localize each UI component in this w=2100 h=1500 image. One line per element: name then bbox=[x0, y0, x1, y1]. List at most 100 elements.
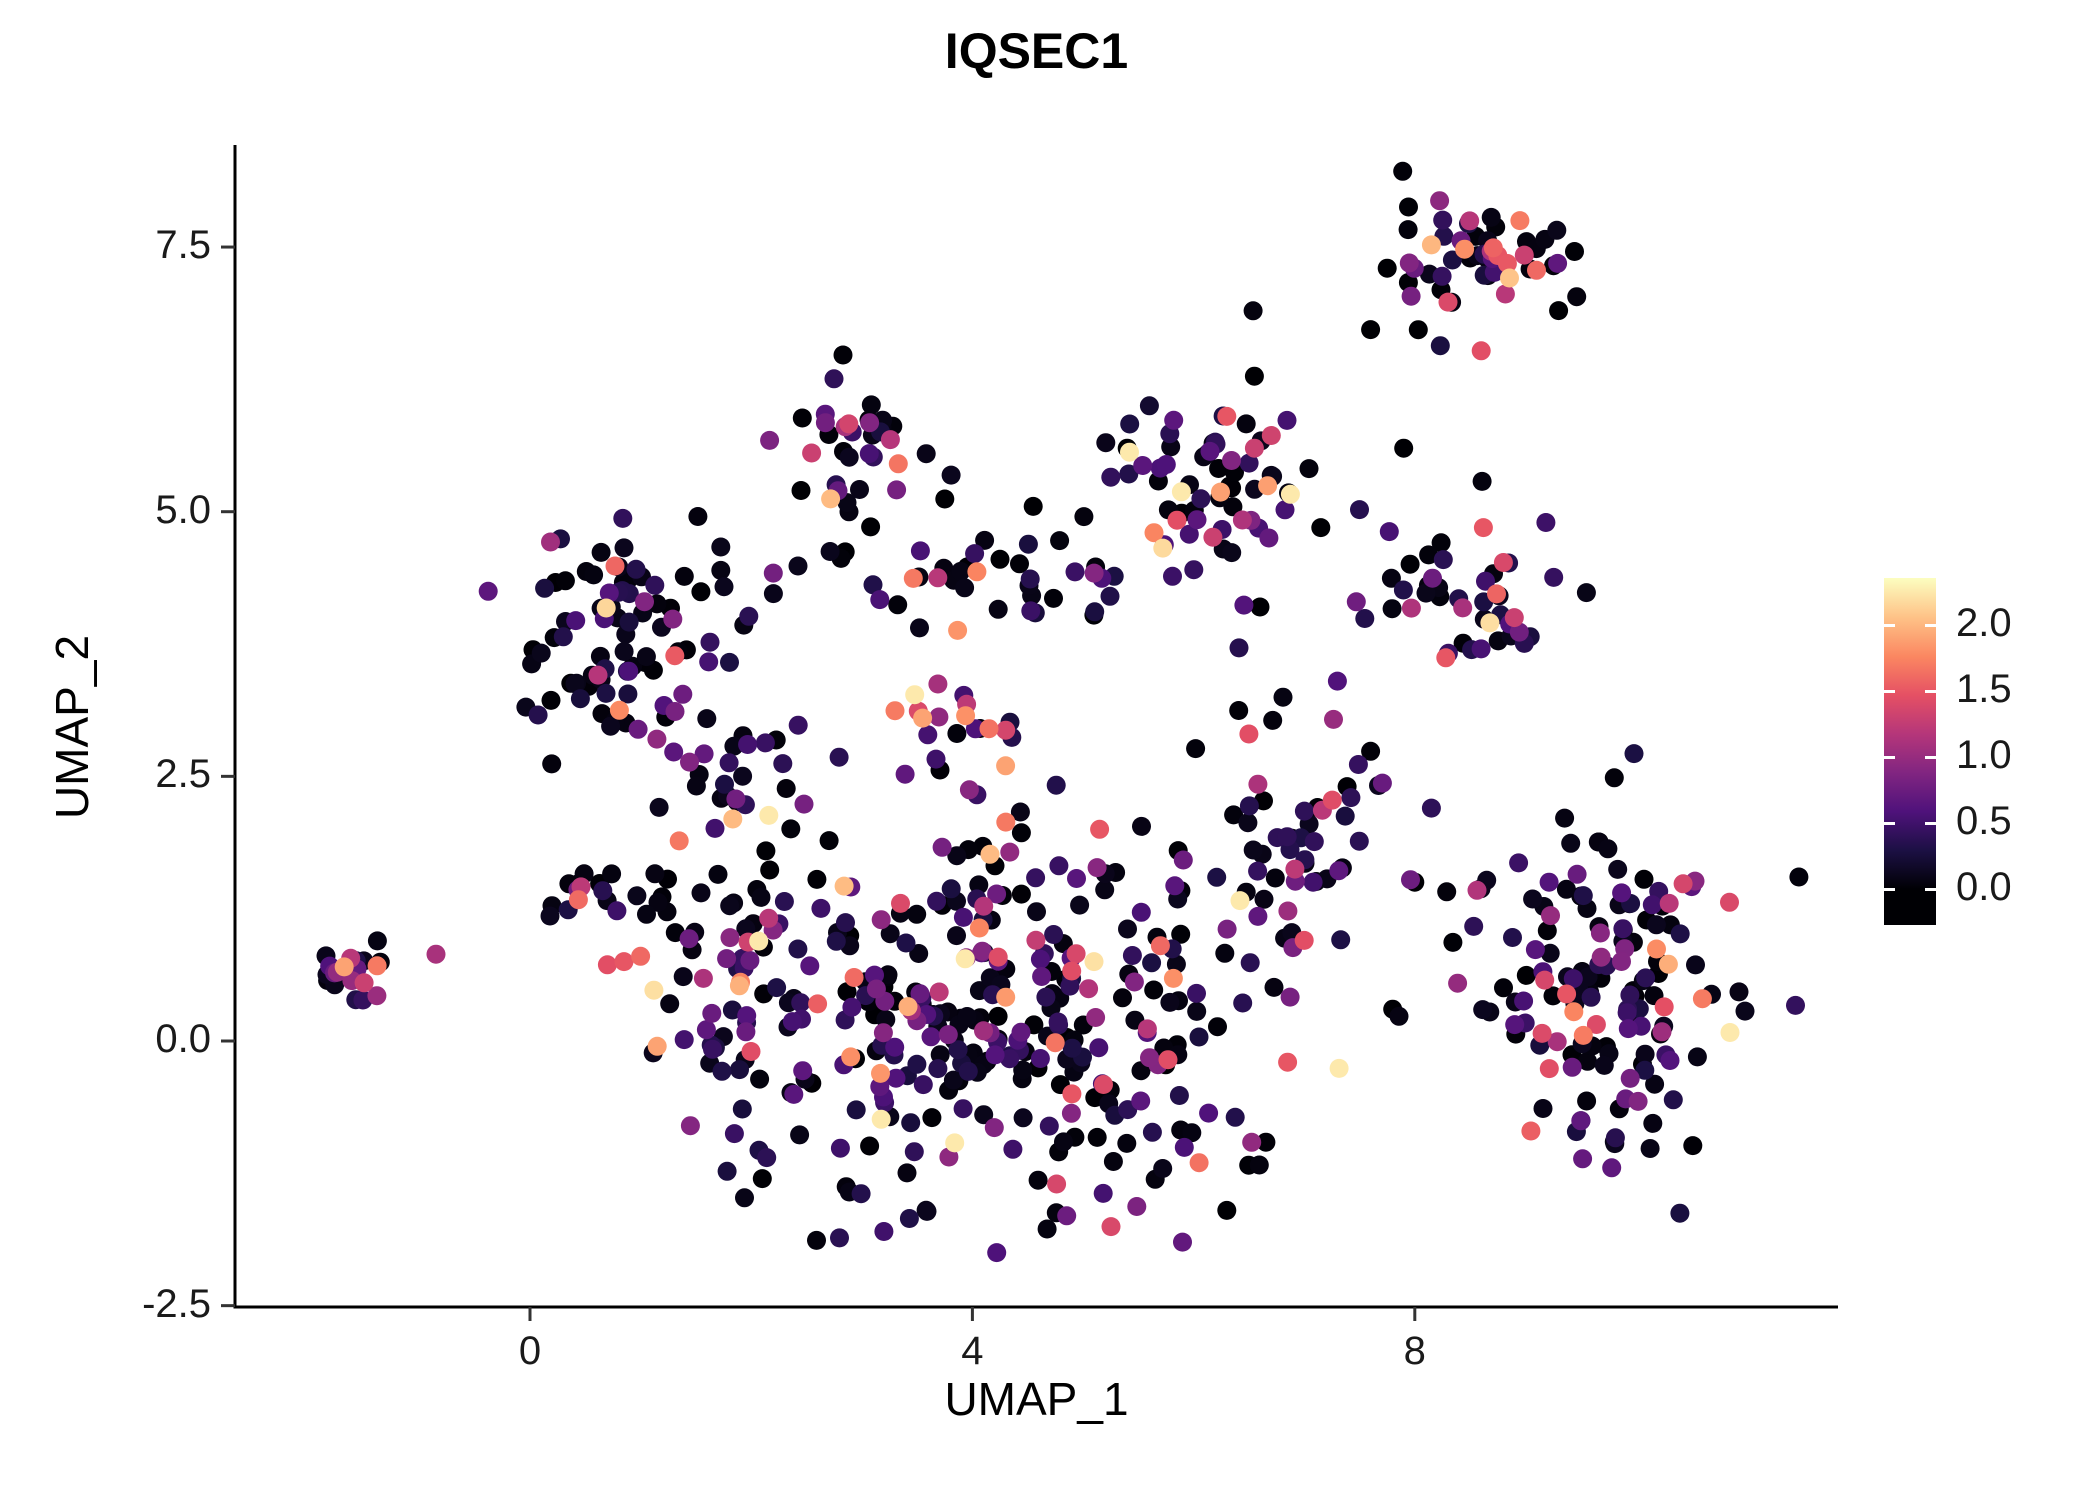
data-point bbox=[1028, 1170, 1048, 1190]
data-point bbox=[669, 831, 689, 851]
data-point bbox=[1516, 965, 1536, 985]
data-point bbox=[1050, 531, 1070, 551]
data-point bbox=[1591, 947, 1611, 967]
data-point bbox=[1222, 543, 1242, 563]
data-point bbox=[1187, 1001, 1207, 1021]
colorbar-tick-mark bbox=[1884, 755, 1895, 759]
data-point bbox=[1567, 287, 1587, 307]
data-point bbox=[553, 627, 573, 647]
data-point bbox=[1652, 1022, 1672, 1042]
data-point bbox=[737, 1006, 757, 1026]
data-point bbox=[1598, 839, 1618, 859]
data-point bbox=[1131, 1091, 1151, 1111]
data-point bbox=[739, 606, 759, 626]
data-point bbox=[528, 705, 548, 725]
data-point bbox=[726, 789, 746, 809]
data-point bbox=[1322, 790, 1342, 810]
data-point bbox=[871, 910, 891, 930]
data-point bbox=[1074, 507, 1094, 527]
data-point bbox=[866, 979, 886, 999]
data-point bbox=[941, 465, 961, 485]
data-point bbox=[1013, 1060, 1033, 1080]
data-point bbox=[605, 556, 625, 576]
data-point bbox=[1382, 599, 1402, 619]
data-point bbox=[996, 756, 1016, 776]
data-point bbox=[647, 1036, 667, 1056]
data-point bbox=[614, 952, 634, 972]
data-point bbox=[759, 805, 779, 825]
data-point bbox=[1642, 895, 1662, 915]
data-point bbox=[1443, 932, 1463, 952]
data-point bbox=[1211, 482, 1230, 502]
data-point bbox=[839, 414, 859, 434]
data-point bbox=[851, 1184, 871, 1204]
data-point bbox=[644, 980, 664, 1000]
data-point bbox=[948, 1040, 968, 1060]
data-point bbox=[711, 537, 731, 557]
data-point bbox=[588, 665, 608, 685]
data-point bbox=[929, 707, 949, 727]
data-point bbox=[874, 1222, 894, 1241]
data-point bbox=[928, 568, 948, 588]
data-point bbox=[1548, 253, 1568, 273]
colorbar-label: 1.0 bbox=[1956, 733, 2012, 778]
y-tick-label: 5.0 bbox=[155, 487, 211, 532]
data-point bbox=[873, 1023, 893, 1043]
data-point bbox=[1139, 396, 1159, 416]
data-point bbox=[660, 994, 680, 1014]
data-point bbox=[712, 1061, 732, 1081]
data-point bbox=[1430, 191, 1450, 211]
data-point bbox=[1120, 442, 1139, 462]
data-point bbox=[756, 841, 776, 861]
data-point bbox=[752, 1169, 772, 1189]
data-point bbox=[815, 413, 835, 433]
data-point bbox=[1311, 518, 1331, 538]
data-point bbox=[880, 924, 900, 944]
data-point bbox=[910, 541, 930, 561]
data-point bbox=[953, 1099, 973, 1119]
data-point bbox=[591, 542, 611, 562]
data-point bbox=[1389, 1006, 1409, 1026]
data-point bbox=[1263, 710, 1283, 730]
data-point bbox=[871, 1063, 890, 1083]
data-point bbox=[1567, 864, 1587, 884]
data-point bbox=[1232, 510, 1252, 530]
data-point bbox=[1464, 916, 1484, 936]
data-point bbox=[609, 700, 629, 720]
data-point bbox=[990, 549, 1010, 569]
data-point bbox=[691, 883, 711, 903]
data-point bbox=[1547, 1032, 1567, 1052]
data-point bbox=[1509, 622, 1529, 642]
data-point bbox=[1044, 925, 1064, 944]
data-point bbox=[987, 1243, 1007, 1263]
data-point bbox=[1327, 671, 1347, 691]
data-point bbox=[1122, 946, 1142, 965]
data-point bbox=[679, 929, 699, 949]
data-point bbox=[1294, 801, 1314, 821]
data-point bbox=[1379, 522, 1399, 542]
data-point bbox=[1673, 874, 1693, 894]
data-point bbox=[1225, 1107, 1245, 1127]
data-point bbox=[1620, 985, 1640, 1005]
data-point bbox=[1233, 993, 1253, 1013]
data-point bbox=[730, 1060, 749, 1080]
data-point bbox=[665, 646, 685, 666]
data-point bbox=[535, 578, 555, 598]
data-point bbox=[367, 931, 387, 951]
data-point bbox=[1670, 1203, 1690, 1223]
data-point bbox=[708, 864, 728, 884]
data-point bbox=[1037, 1219, 1057, 1239]
data-point bbox=[1400, 554, 1420, 574]
data-point bbox=[1399, 253, 1419, 273]
data-point bbox=[951, 561, 971, 581]
data-point bbox=[1687, 1047, 1707, 1067]
data-point bbox=[540, 906, 560, 926]
data-point bbox=[1408, 320, 1428, 340]
data-point bbox=[1248, 906, 1268, 926]
data-point bbox=[1436, 648, 1456, 668]
data-point bbox=[807, 869, 827, 889]
data-point bbox=[614, 538, 634, 558]
data-point bbox=[1096, 433, 1116, 453]
data-point bbox=[1084, 952, 1104, 972]
data-point bbox=[1663, 1090, 1683, 1110]
